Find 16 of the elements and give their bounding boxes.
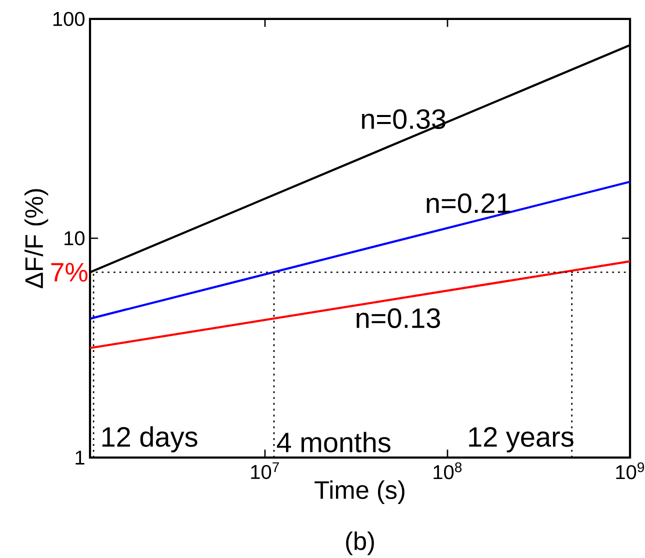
series-label: n=0.13 <box>356 308 440 328</box>
annotation: 4 months <box>276 432 390 452</box>
annotation: 12 days <box>102 426 198 452</box>
y-tick-label: 100 <box>53 12 85 26</box>
x-tick-label: 10$^{8}$ <box>434 462 462 480</box>
x-tick-label: 10$^{9}$ <box>616 462 644 480</box>
y-axis-title: ΔF/F (%) <box>24 189 48 288</box>
series-label: n=0.33 <box>362 109 446 130</box>
annotation: 12 years <box>469 427 574 452</box>
text: (b) <box>346 531 374 556</box>
x-axis-title: Time (s) <box>314 480 404 504</box>
y-tick-label: 1 <box>76 450 84 464</box>
x-tick-label: 10$^{7}$ <box>251 462 279 480</box>
y-tick-label: 10 <box>64 231 85 246</box>
series-label: n=0.21 <box>426 193 510 214</box>
ref-line-label: 7% <box>51 262 88 282</box>
